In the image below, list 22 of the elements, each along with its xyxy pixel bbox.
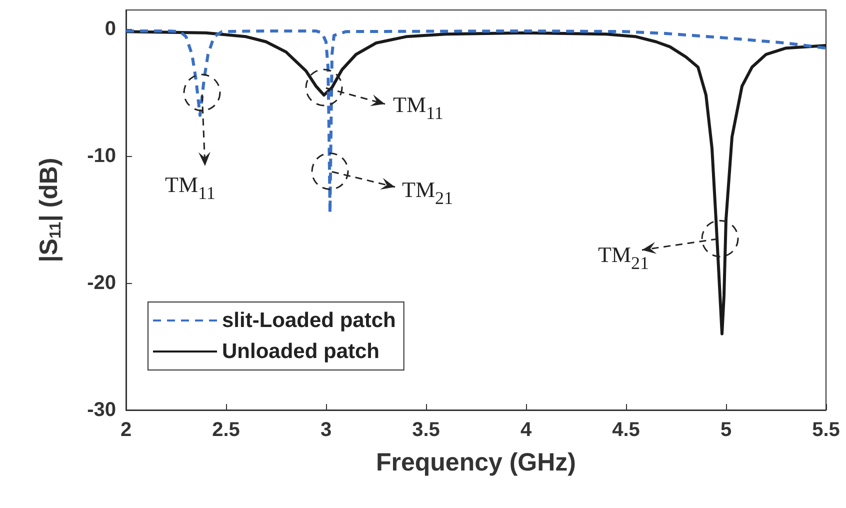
y-tick-label: 0	[104, 18, 116, 40]
x-tick-label: 5	[720, 419, 732, 441]
x-tick-label: 3	[320, 419, 332, 441]
y-tick-label: -30	[87, 399, 116, 421]
x-tick-label: 4	[520, 419, 532, 441]
annotation: TM$_{11}$	[393, 92, 444, 124]
legend-label: Unloaded patch	[222, 340, 380, 363]
x-tick-label: 5.5	[812, 419, 840, 441]
x-tick-label: 3.5	[412, 419, 440, 441]
y-tick-label: -10	[87, 145, 116, 168]
y-axis-title: |S11| (dB)	[35, 158, 64, 262]
annotation: TM$_{21}$	[402, 177, 453, 208]
x-tick-label: 4.5	[612, 419, 640, 441]
x-axis-title: Frequency (GHz)	[376, 448, 576, 476]
legend-label: slit-Loaded patch	[222, 309, 396, 332]
x-tick-label: 2	[120, 419, 132, 441]
y-tick-label: -20	[87, 272, 116, 294]
annotation: TM$_{11}$	[165, 172, 216, 204]
annotation: TM$_{21}$	[598, 242, 649, 274]
x-tick-label: 2.5	[212, 419, 240, 441]
line-series	[124, 30, 828, 336]
line-series	[124, 29, 828, 215]
